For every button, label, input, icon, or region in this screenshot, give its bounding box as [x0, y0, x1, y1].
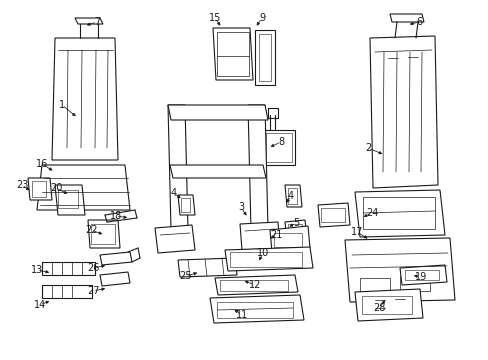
Polygon shape — [317, 203, 349, 227]
Polygon shape — [155, 225, 195, 253]
Polygon shape — [37, 165, 130, 210]
Polygon shape — [399, 265, 446, 285]
Text: 12: 12 — [248, 280, 261, 290]
Polygon shape — [240, 222, 280, 250]
Polygon shape — [269, 226, 309, 252]
Bar — [265, 133, 291, 162]
Bar — [91, 224, 115, 244]
Polygon shape — [354, 289, 422, 321]
Polygon shape — [42, 262, 95, 275]
Bar — [254, 30, 274, 85]
Polygon shape — [247, 105, 267, 230]
Bar — [273, 233, 302, 247]
Polygon shape — [168, 105, 187, 230]
Text: 17: 17 — [350, 227, 363, 237]
Bar — [320, 208, 345, 222]
Text: 28: 28 — [372, 303, 385, 313]
Text: 16: 16 — [36, 159, 48, 169]
Polygon shape — [354, 190, 444, 237]
Text: 27: 27 — [86, 286, 99, 296]
Polygon shape — [52, 38, 118, 160]
Text: 15: 15 — [208, 13, 221, 23]
Text: 22: 22 — [84, 225, 97, 235]
Bar — [359, 278, 389, 293]
Text: 19: 19 — [414, 272, 426, 282]
Text: 9: 9 — [259, 13, 264, 23]
Text: 14: 14 — [34, 300, 46, 310]
Polygon shape — [100, 272, 130, 286]
Text: 10: 10 — [256, 248, 268, 258]
Bar — [287, 224, 302, 236]
Text: 21: 21 — [269, 230, 282, 240]
Bar — [220, 280, 287, 291]
Polygon shape — [215, 275, 297, 295]
Text: 6: 6 — [415, 17, 421, 27]
Text: 13: 13 — [31, 265, 43, 275]
Text: 23: 23 — [16, 180, 28, 190]
Bar — [263, 130, 294, 165]
Text: 4: 4 — [171, 188, 177, 198]
Text: 11: 11 — [235, 310, 247, 320]
Polygon shape — [168, 105, 267, 120]
Polygon shape — [75, 18, 103, 24]
Text: 5: 5 — [292, 218, 299, 228]
Bar — [259, 34, 270, 81]
Bar — [287, 188, 296, 204]
Bar — [362, 197, 434, 229]
Polygon shape — [178, 258, 237, 277]
Text: 1: 1 — [59, 100, 65, 110]
Polygon shape — [28, 178, 52, 200]
Text: 7: 7 — [94, 17, 100, 27]
Polygon shape — [285, 185, 302, 207]
Bar — [399, 276, 429, 291]
Polygon shape — [178, 195, 195, 215]
Bar — [32, 181, 46, 197]
Polygon shape — [389, 14, 423, 22]
Text: 18: 18 — [110, 211, 122, 221]
Bar — [58, 190, 78, 208]
Bar — [361, 296, 411, 314]
Text: 26: 26 — [87, 263, 99, 273]
Text: 25: 25 — [180, 271, 192, 281]
Polygon shape — [42, 285, 92, 298]
Polygon shape — [213, 28, 252, 80]
Text: 4: 4 — [287, 191, 293, 201]
Polygon shape — [369, 36, 437, 188]
Bar — [217, 32, 248, 76]
Polygon shape — [209, 295, 304, 323]
Text: 8: 8 — [277, 137, 284, 147]
Text: 20: 20 — [50, 183, 62, 193]
Polygon shape — [55, 185, 85, 215]
Bar — [217, 302, 292, 318]
Text: 2: 2 — [364, 143, 370, 153]
Polygon shape — [224, 247, 312, 271]
Polygon shape — [170, 165, 265, 178]
Bar — [229, 252, 302, 267]
Polygon shape — [100, 252, 132, 265]
Text: 3: 3 — [238, 202, 244, 212]
Bar — [181, 198, 190, 212]
Polygon shape — [88, 220, 120, 248]
Polygon shape — [345, 238, 454, 302]
Bar — [404, 270, 438, 280]
Bar — [267, 108, 278, 118]
Text: 24: 24 — [365, 208, 377, 218]
Polygon shape — [285, 220, 306, 240]
